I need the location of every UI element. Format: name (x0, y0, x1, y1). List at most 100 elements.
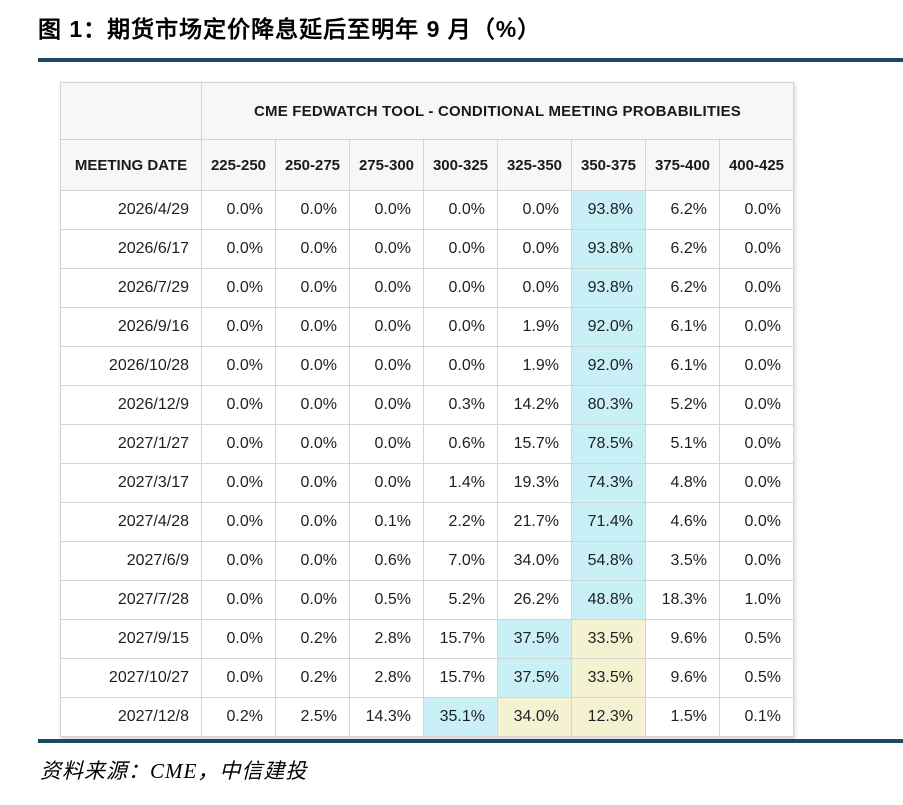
prob-cell: 1.9% (497, 346, 572, 386)
corner-cell (60, 82, 202, 140)
prob-cell: 0.2% (275, 619, 350, 659)
prob-cell: 14.2% (497, 385, 572, 425)
meeting-date-cell: 2027/7/28 (60, 580, 202, 620)
prob-cell: 0.0% (349, 229, 424, 269)
prob-cell: 0.5% (349, 580, 424, 620)
prob-cell: 0.0% (349, 307, 424, 347)
column-header: 275-300 (349, 139, 424, 191)
prob-cell: 0.0% (201, 463, 276, 503)
prob-cell: 0.0% (349, 190, 424, 230)
prob-cell: 0.2% (275, 658, 350, 698)
prob-cell: 18.3% (645, 580, 720, 620)
table-container: CME FEDWATCH TOOL - CONDITIONAL MEETING … (60, 82, 794, 737)
prob-cell: 3.5% (645, 541, 720, 581)
prob-cell: 0.0% (719, 385, 794, 425)
meeting-date-cell: 2027/4/28 (60, 502, 202, 542)
prob-cell: 15.7% (497, 424, 572, 464)
table-body: 2026/4/29 0.0% 0.0% 0.0% 0.0% 0.0% 93.8% 6.2% 0.… (60, 190, 794, 737)
prob-cell: 33.5% (571, 619, 646, 659)
prob-cell: 0.6% (423, 424, 498, 464)
prob-cell: 34.0% (497, 541, 572, 581)
table-row: 2027/12/8 0.2% 2.5% 14.3% 35.1% 34.0% 12.3% 1.5… (60, 697, 794, 737)
meeting-date-cell: 2027/12/8 (60, 697, 202, 737)
table-row: 2027/7/28 0.0% 0.0% 0.5% 5.2% 26.2% 48.8% 18.3%… (60, 580, 794, 620)
prob-cell: 0.1% (349, 502, 424, 542)
prob-cell: 0.0% (201, 619, 276, 659)
prob-cell: 5.1% (645, 424, 720, 464)
source-note: 资料来源：CME，中信建投 (40, 759, 308, 783)
prob-cell: 0.0% (423, 190, 498, 230)
prob-cell: 0.0% (201, 268, 276, 308)
prob-cell: 9.6% (645, 658, 720, 698)
prob-cell: 48.8% (571, 580, 646, 620)
figure-title: 图 1：期货市场定价降息延后至明年 9 月（%） (38, 16, 542, 42)
prob-cell: 33.5% (571, 658, 646, 698)
table-row: 2027/3/17 0.0% 0.0% 0.0% 1.4% 19.3% 74.3% 4.8% 0… (60, 463, 794, 503)
table-row: 2026/10/28 0.0% 0.0% 0.0% 0.0% 1.9% 92.0% 6.1% 0… (60, 346, 794, 386)
prob-cell: 37.5% (497, 619, 572, 659)
prob-cell: 0.0% (201, 502, 276, 542)
column-header: 325-350 (497, 139, 572, 191)
prob-cell: 14.3% (349, 697, 424, 737)
prob-cell: 0.0% (275, 346, 350, 386)
prob-cell: 0.0% (423, 307, 498, 347)
prob-cell: 1.9% (497, 307, 572, 347)
prob-cell: 0.0% (349, 268, 424, 308)
prob-cell: 0.0% (349, 385, 424, 425)
prob-cell: 0.0% (275, 190, 350, 230)
table-row: 2026/12/9 0.0% 0.0% 0.0% 0.3% 14.2% 80.3% 5.2% 0… (60, 385, 794, 425)
prob-cell: 0.0% (497, 190, 572, 230)
prob-cell: 0.0% (719, 346, 794, 386)
column-header: 250-275 (275, 139, 350, 191)
column-header: 400-425 (719, 139, 794, 191)
prob-cell: 74.3% (571, 463, 646, 503)
prob-cell: 0.0% (719, 190, 794, 230)
prob-cell: 0.0% (719, 463, 794, 503)
prob-cell: 0.0% (201, 658, 276, 698)
prob-cell: 0.0% (349, 463, 424, 503)
prob-cell: 80.3% (571, 385, 646, 425)
column-header: 350-375 (571, 139, 646, 191)
prob-cell: 0.0% (201, 541, 276, 581)
prob-cell: 0.0% (719, 307, 794, 347)
table-row: 2027/10/27 0.0% 0.2% 2.8% 15.7% 37.5% 33.5% 9.6… (60, 658, 794, 698)
prob-cell: 2.2% (423, 502, 498, 542)
table-header: CME FEDWATCH TOOL - CONDITIONAL MEETING … (60, 82, 794, 191)
table-row: 2026/6/17 0.0% 0.0% 0.0% 0.0% 0.0% 93.8% 6.2% 0.… (60, 229, 794, 269)
prob-cell: 6.1% (645, 346, 720, 386)
prob-cell: 15.7% (423, 619, 498, 659)
table-row: 2026/4/29 0.0% 0.0% 0.0% 0.0% 0.0% 93.8% 6.2% 0.… (60, 190, 794, 230)
prob-cell: 0.0% (201, 229, 276, 269)
prob-cell: 92.0% (571, 346, 646, 386)
prob-cell: 0.0% (201, 385, 276, 425)
prob-cell: 5.2% (423, 580, 498, 620)
prob-cell: 0.1% (719, 697, 794, 737)
prob-cell: 0.0% (423, 346, 498, 386)
prob-cell: 0.0% (275, 385, 350, 425)
prob-cell: 26.2% (497, 580, 572, 620)
meeting-date-cell: 2026/9/16 (60, 307, 202, 347)
meeting-date-cell: 2026/12/9 (60, 385, 202, 425)
prob-cell: 0.0% (275, 307, 350, 347)
table-row: 2027/4/28 0.0% 0.0% 0.1% 2.2% 21.7% 71.4% 4.6% 0… (60, 502, 794, 542)
prob-cell: 21.7% (497, 502, 572, 542)
prob-cell: 0.0% (497, 268, 572, 308)
prob-cell: 35.1% (423, 697, 498, 737)
prob-cell: 0.5% (719, 658, 794, 698)
prob-cell: 12.3% (571, 697, 646, 737)
meeting-date-cell: 2027/1/27 (60, 424, 202, 464)
prob-cell: 1.4% (423, 463, 498, 503)
probability-table: CME FEDWATCH TOOL - CONDITIONAL MEETING … (60, 82, 794, 737)
prob-cell: 0.0% (719, 502, 794, 542)
prob-cell: 19.3% (497, 463, 572, 503)
prob-cell: 0.0% (275, 502, 350, 542)
prob-cell: 0.0% (201, 190, 276, 230)
prob-cell: 0.0% (423, 268, 498, 308)
prob-cell: 5.2% (645, 385, 720, 425)
prob-cell: 0.0% (275, 541, 350, 581)
prob-cell: 0.0% (275, 229, 350, 269)
prob-cell: 93.8% (571, 229, 646, 269)
table-row: 2026/7/29 0.0% 0.0% 0.0% 0.0% 0.0% 93.8% 6.2% 0.… (60, 268, 794, 308)
prob-cell: 6.1% (645, 307, 720, 347)
prob-cell: 54.8% (571, 541, 646, 581)
